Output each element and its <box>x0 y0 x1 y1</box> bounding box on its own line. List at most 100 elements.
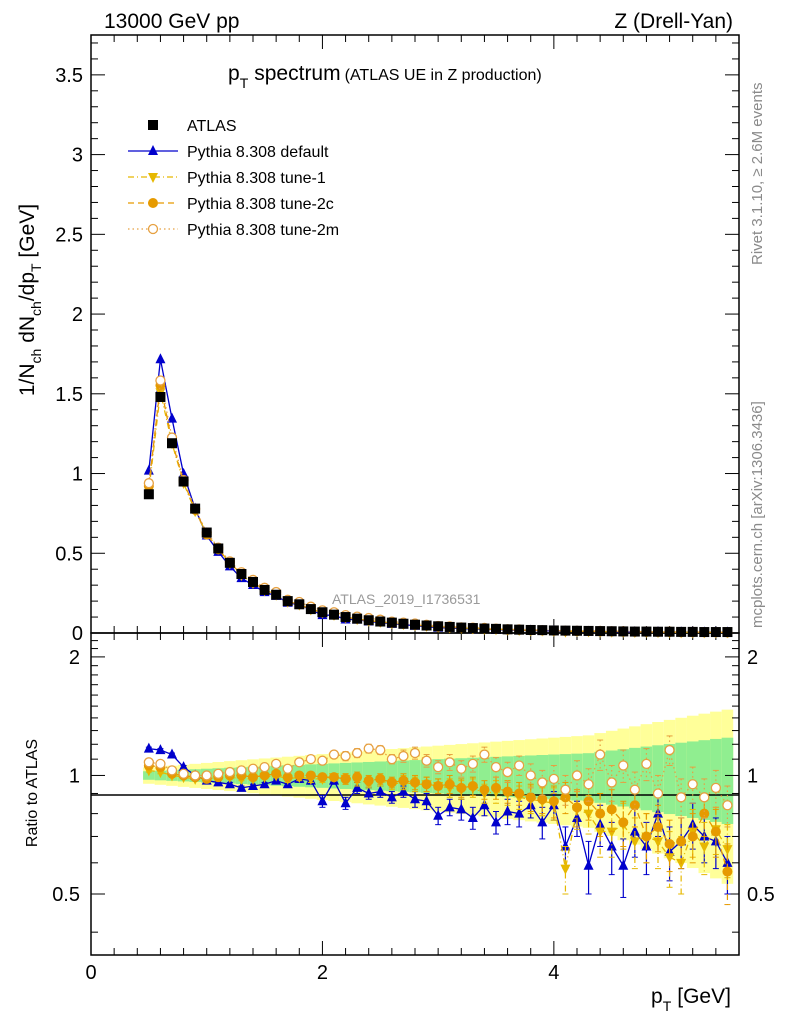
ratio-point-2 <box>363 775 374 786</box>
ratio-point-0 <box>340 797 351 808</box>
main-point-0 <box>167 412 177 423</box>
atlas-point <box>456 622 467 633</box>
band-inner <box>420 759 433 793</box>
ratio-point-3 <box>270 758 282 770</box>
xlabel-sub: T <box>663 998 672 1014</box>
ratio-point-2 <box>410 777 420 788</box>
band-inner <box>629 747 641 809</box>
legend-label: Pythia 8.308 default <box>187 144 329 161</box>
ylabel-mid: dN <box>16 316 39 349</box>
ratio-point-2 <box>502 786 513 797</box>
ratio-point-1 <box>722 845 733 856</box>
atlas-point <box>190 503 201 514</box>
ratio-point-2 <box>664 838 675 849</box>
band-inner <box>582 753 595 802</box>
ratio-point-3 <box>166 765 178 776</box>
atlas-point <box>467 623 478 634</box>
ratio-point-0 <box>375 785 386 796</box>
ratio-point-3 <box>351 747 363 759</box>
main-point-3 <box>155 375 166 386</box>
ratio-point-2 <box>433 781 444 792</box>
ratio-point-1 <box>653 837 663 848</box>
axis-ticks: 0 2 400.511.522.533.50.5 0.51 12 2 <box>52 35 775 984</box>
ratio-point-3 <box>328 749 340 760</box>
x-axis-label: pT [GeV] <box>651 985 731 1014</box>
atlas-point <box>248 576 258 587</box>
atlas-point <box>479 623 490 634</box>
ratio-uncertainty-bands <box>143 709 734 884</box>
xlabel-unit: [GeV] <box>677 985 731 1008</box>
ratio-point-3 <box>687 779 698 790</box>
main-point-0 <box>155 353 166 364</box>
atlas-point <box>363 615 374 626</box>
band-inner <box>663 743 676 815</box>
ratio-point-0 <box>398 785 409 796</box>
y-axis-label: 1/Nch dNch/dpT [GeV] <box>16 204 44 396</box>
y-tick-label: 3 <box>72 145 83 167</box>
ratio-point-0 <box>224 778 235 789</box>
ratio-point-3 <box>155 758 166 770</box>
ratio-tick-label-left: 2 <box>69 647 80 669</box>
ratio-point-0 <box>178 761 189 772</box>
ratio-point-3 <box>189 770 201 781</box>
atlas-point <box>653 626 663 637</box>
ratio-point-2 <box>259 770 270 781</box>
atlas-point <box>664 626 675 637</box>
atlas-point <box>641 626 652 637</box>
ratio-point-2 <box>248 772 258 783</box>
ratio-point-0 <box>317 795 328 806</box>
ratio-point-2 <box>479 784 490 795</box>
legend-label: Pythia 8.308 tune-2m <box>187 222 339 239</box>
ratio-point-3 <box>710 782 722 794</box>
ratio-point-2 <box>525 792 536 803</box>
band-inner <box>513 755 525 798</box>
atlas-point <box>178 476 189 487</box>
ratio-point-3 <box>340 750 351 762</box>
ratio-point-3 <box>675 792 687 803</box>
ratio-point-3 <box>294 757 305 768</box>
legend-label: Pythia 8.308 tune-1 <box>187 170 326 187</box>
ratio-point-3 <box>479 749 490 760</box>
ratio-point-3 <box>432 761 444 773</box>
main-point-0 <box>143 464 154 475</box>
ratio-point-0 <box>259 778 270 789</box>
ylabel-sub1: ch <box>28 349 44 364</box>
ratio-point-3 <box>201 770 212 781</box>
ratio-point-2 <box>271 768 282 779</box>
ratio-point-3 <box>375 744 386 756</box>
y-tick-label: 0 <box>72 623 83 645</box>
atlas-point <box>201 527 212 538</box>
atlas-point <box>537 625 548 636</box>
atlas-point <box>722 627 733 638</box>
ratio-point-2 <box>676 836 687 847</box>
ratio-point-0 <box>410 793 420 804</box>
ratio-point-3 <box>583 779 594 790</box>
ratio-point-3 <box>236 765 247 776</box>
ratio-point-3 <box>282 763 293 774</box>
ratio-point-3 <box>571 770 583 781</box>
atlas-point <box>710 627 721 638</box>
ratio-tick-label-left: 0.5 <box>52 884 80 906</box>
ratio-tick-label-right: 0.5 <box>747 884 775 906</box>
ratio-point-2 <box>606 804 617 815</box>
ratio-point-3 <box>317 755 328 766</box>
ratio-point-2 <box>421 779 432 790</box>
ratio-point-0 <box>363 787 374 798</box>
atlas-point <box>375 616 386 627</box>
ratio-tick-label-right: 1 <box>747 765 758 787</box>
ratio-point-2 <box>548 796 559 807</box>
ratio-point-3 <box>560 784 571 795</box>
ratio-point-2 <box>699 808 710 819</box>
band-inner <box>455 758 468 795</box>
x-tick-label: 0 <box>85 962 96 984</box>
ratio-line-1 <box>148 769 728 869</box>
atlas-point <box>548 625 559 636</box>
atlas-point <box>491 623 501 634</box>
y-tick-label: 1.5 <box>55 384 83 406</box>
main-series <box>143 353 733 639</box>
atlas-point <box>606 626 617 637</box>
ratio-point-2 <box>537 794 548 805</box>
xlabel-main: p <box>651 985 663 1008</box>
band-inner <box>432 759 444 794</box>
atlas-point <box>514 624 525 635</box>
